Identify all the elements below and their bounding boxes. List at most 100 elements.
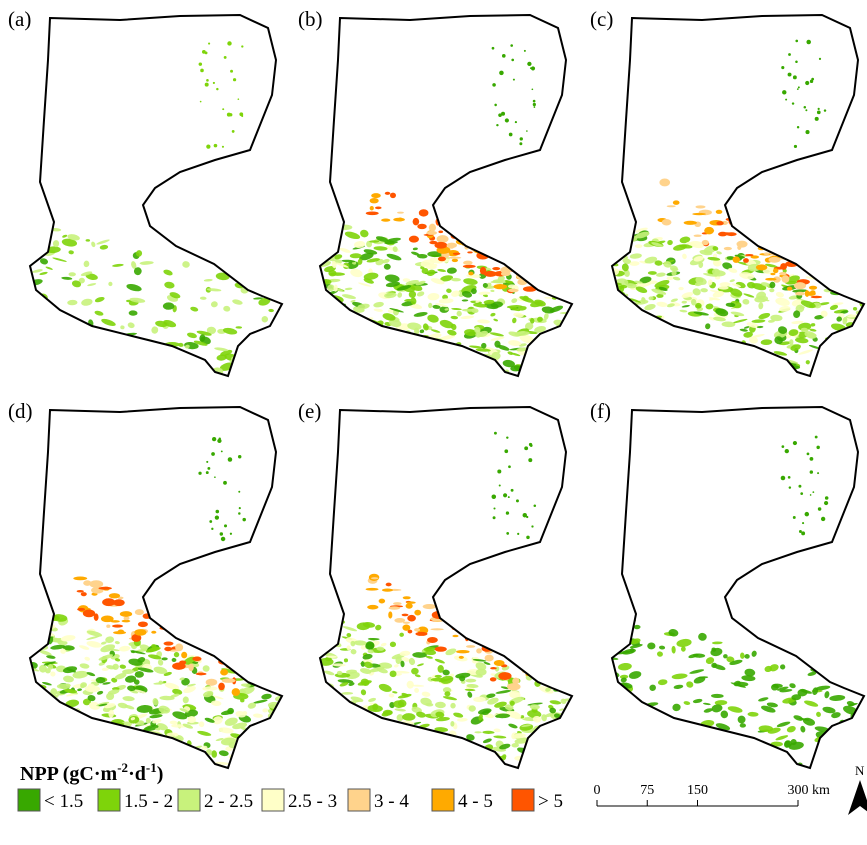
vegetation-patch bbox=[223, 480, 227, 485]
vegetation-patch bbox=[615, 650, 631, 655]
vegetation-patch bbox=[852, 750, 864, 756]
vegetation-patch bbox=[203, 278, 213, 282]
vegetation-patch bbox=[791, 694, 802, 701]
vegetation-patch bbox=[223, 55, 227, 59]
vegetation-patch bbox=[458, 757, 470, 766]
vegetation-patch bbox=[321, 219, 332, 227]
vegetation-patch bbox=[382, 258, 390, 264]
vegetation-patch bbox=[253, 297, 263, 300]
vegetation-patch bbox=[73, 719, 87, 725]
vegetation-patch bbox=[384, 240, 398, 245]
vegetation-patch bbox=[620, 677, 627, 683]
vegetation-patch bbox=[791, 102, 795, 105]
vegetation-patch bbox=[721, 321, 736, 328]
vegetation-patch bbox=[772, 683, 783, 688]
vegetation-patch bbox=[475, 662, 487, 671]
vegetation-patch bbox=[769, 281, 776, 289]
vegetation-patch bbox=[389, 641, 397, 648]
vegetation-patch bbox=[40, 258, 48, 265]
vegetation-patch bbox=[123, 736, 129, 740]
vegetation-patch bbox=[691, 339, 697, 342]
npp-hotspot bbox=[772, 268, 779, 274]
vegetation-patch bbox=[152, 698, 159, 706]
vegetation-patch bbox=[220, 450, 223, 453]
vegetation-patch bbox=[851, 329, 858, 333]
vegetation-patch bbox=[442, 687, 452, 693]
npp-hotspot bbox=[434, 646, 447, 652]
vegetation-patch bbox=[202, 665, 210, 672]
vegetation-patch bbox=[96, 239, 110, 245]
vegetation-patch bbox=[860, 340, 864, 347]
vegetation-patch bbox=[61, 238, 78, 247]
map-panel: (c) bbox=[590, 7, 865, 377]
vegetation-patch bbox=[658, 286, 668, 292]
vegetation-patch bbox=[463, 278, 478, 285]
vegetation-patch bbox=[498, 484, 501, 487]
vegetation-patch bbox=[45, 266, 53, 270]
vegetation-patch bbox=[451, 307, 462, 311]
vegetation-patch bbox=[98, 654, 114, 661]
vegetation-patch bbox=[621, 263, 629, 272]
vegetation-patch bbox=[795, 337, 809, 344]
vegetation-patch bbox=[30, 627, 40, 635]
npp-hotspot bbox=[476, 648, 482, 654]
vegetation-patch bbox=[30, 696, 37, 700]
vegetation-patch bbox=[793, 144, 798, 149]
vegetation-patch bbox=[720, 349, 726, 357]
vegetation-patch bbox=[230, 69, 233, 73]
npp-hotspot bbox=[715, 209, 723, 214]
legend-label: 2.5 - 3 bbox=[288, 791, 337, 812]
npp-hotspot bbox=[417, 223, 427, 230]
vegetation-patch bbox=[199, 334, 206, 342]
vegetation-patch bbox=[241, 385, 255, 392]
vegetation-patch bbox=[773, 757, 784, 761]
vegetation-patch bbox=[656, 301, 668, 307]
vegetation-patch bbox=[758, 302, 764, 310]
vegetation-patch bbox=[406, 742, 411, 749]
vegetation bbox=[30, 41, 282, 392]
vegetation-patch bbox=[545, 774, 561, 785]
vegetation-patch bbox=[187, 715, 196, 724]
vegetation-patch bbox=[734, 254, 745, 259]
vegetation-patch bbox=[462, 364, 468, 372]
vegetation-patch bbox=[31, 299, 42, 307]
vegetation-patch bbox=[564, 719, 572, 725]
vegetation-patch bbox=[691, 298, 697, 306]
vegetation-patch bbox=[683, 701, 691, 705]
vegetation-patch bbox=[451, 290, 460, 297]
vegetation-patch bbox=[249, 382, 256, 388]
vegetation-patch bbox=[68, 272, 76, 277]
npp-hotspot bbox=[493, 284, 508, 290]
npp-hotspot bbox=[755, 264, 768, 271]
vegetation-patch bbox=[220, 349, 233, 356]
vegetation-patch bbox=[804, 331, 817, 339]
vegetation-patch bbox=[498, 113, 502, 117]
vegetation-patch bbox=[434, 727, 449, 732]
vegetation-patch bbox=[152, 719, 162, 724]
vegetation-patch bbox=[32, 631, 48, 638]
vegetation-patch bbox=[612, 714, 618, 720]
vegetation-patch bbox=[420, 697, 432, 706]
vegetation-patch bbox=[503, 493, 508, 498]
vegetation-patch bbox=[741, 751, 750, 755]
vegetation-patch bbox=[408, 290, 417, 298]
vegetation-patch bbox=[693, 676, 706, 684]
vegetation-patch bbox=[33, 717, 50, 721]
npp-hotspot bbox=[113, 631, 127, 635]
vegetation-patch bbox=[385, 281, 400, 288]
vegetation-patch bbox=[831, 365, 841, 370]
vegetation-patch bbox=[528, 442, 533, 447]
vegetation-patch bbox=[198, 471, 202, 475]
vegetation-patch bbox=[137, 667, 154, 673]
vegetation-patch bbox=[235, 326, 243, 329]
vegetation-patch bbox=[731, 283, 742, 288]
npp-hotspot bbox=[487, 247, 502, 250]
vegetation-patch bbox=[247, 702, 257, 709]
vegetation-patch bbox=[320, 623, 328, 630]
vegetation-patch bbox=[118, 741, 131, 747]
vegetation-patch bbox=[30, 229, 33, 232]
npp-hotspot bbox=[479, 266, 487, 275]
vegetation-patch bbox=[440, 275, 454, 282]
vegetation-patch bbox=[158, 680, 163, 685]
vegetation-patch bbox=[127, 322, 135, 329]
